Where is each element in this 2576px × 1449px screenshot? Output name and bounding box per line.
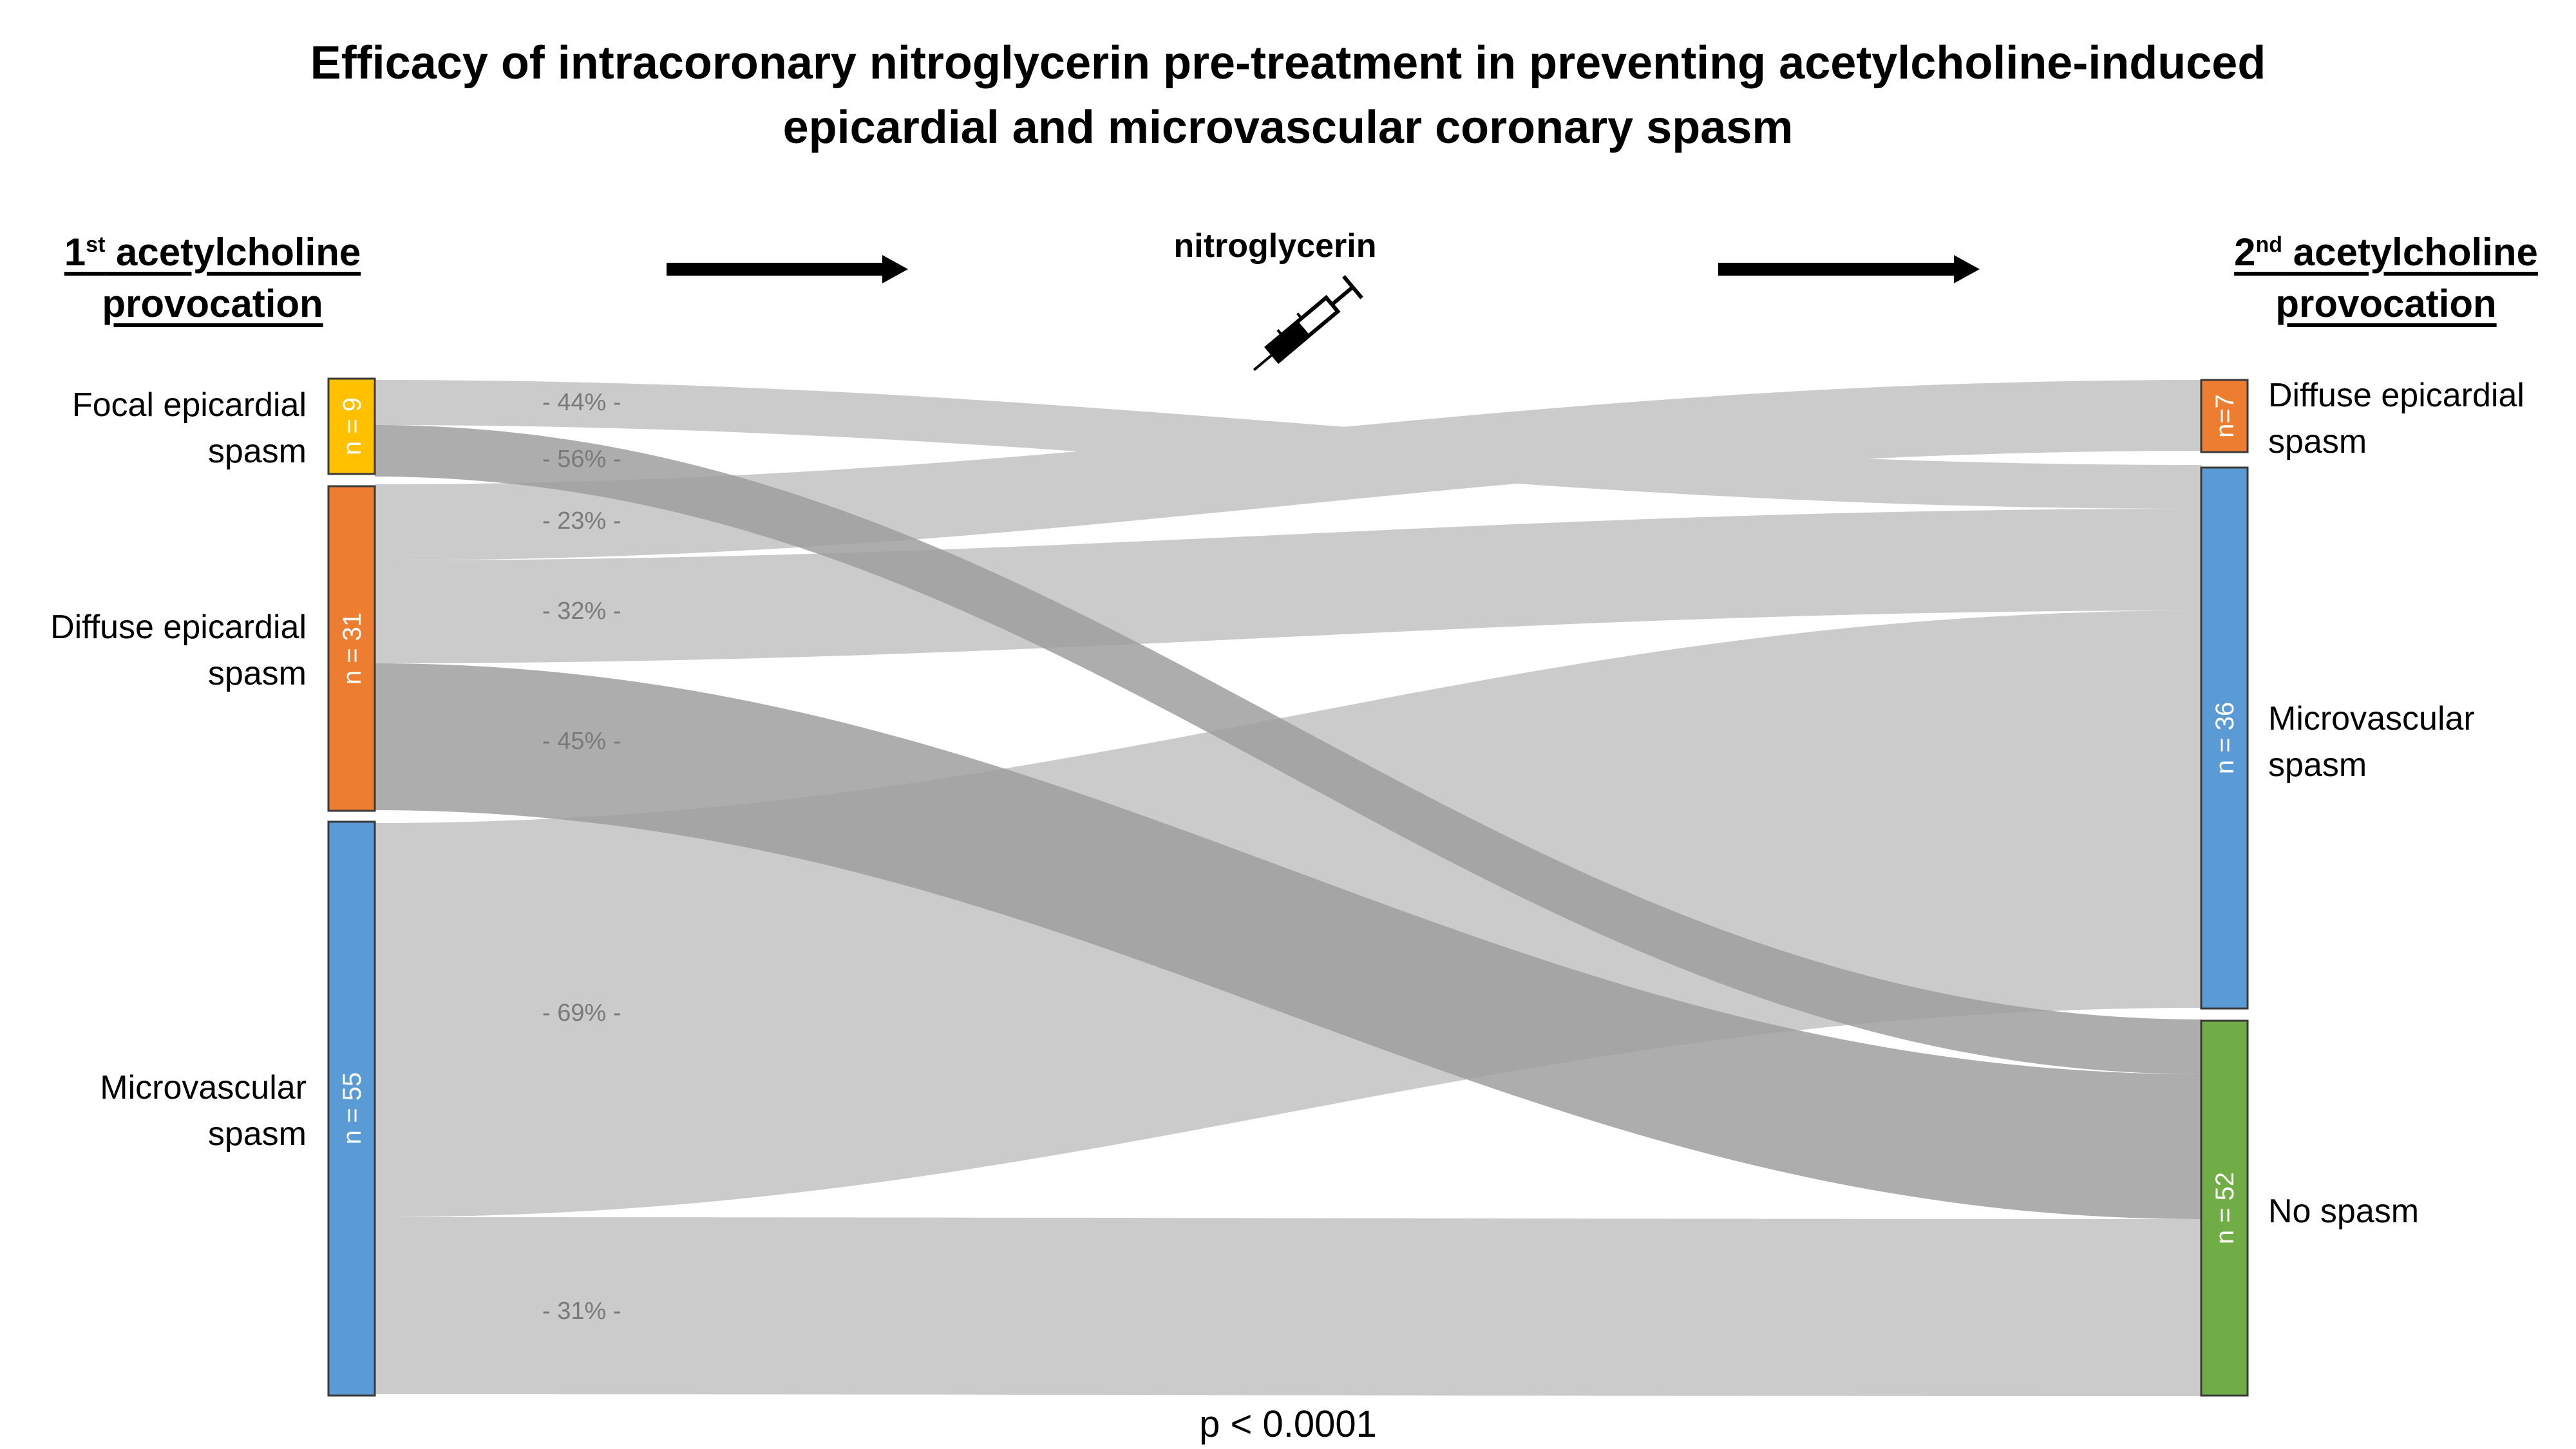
node-count-diffuse-right: n=7	[2211, 394, 2239, 438]
flows	[375, 380, 2201, 1396]
flow-diffuse-to-microvascular	[375, 509, 2201, 663]
node-microvascular-left	[327, 820, 376, 1397]
flow-label-diffuse-microvascular: - 32% -	[542, 598, 621, 625]
left-label-focal-epicardial: Focal epicardial spasm	[71, 386, 307, 470]
title-line-1: Efficacy of intracoronary nitroglycerin …	[310, 37, 2266, 89]
right-arrow-icon	[667, 255, 908, 283]
flow-label-diffuse-diffuse: - 23% -	[542, 507, 621, 535]
flow-label-diffuse-nospasm: - 45% -	[542, 728, 621, 755]
flow-label-microvascular-microvascular: - 69% -	[542, 999, 621, 1027]
flow-focal-to-nospasm	[375, 425, 2201, 1074]
right-nodes: n=7 n = 36 n = 52	[2200, 379, 2249, 1397]
right-arrow-icon	[1718, 255, 1980, 283]
right-label-microvascular: Microvascular spasm	[2268, 700, 2475, 784]
nitroglycerin-label: nitroglycerin	[1173, 227, 1377, 265]
node-diffuse-epicardial-right	[2200, 379, 2249, 453]
node-microvascular-right	[2200, 466, 2249, 1010]
node-no-spasm	[2200, 1019, 2249, 1397]
p-value: p < 0.0001	[1199, 1403, 1377, 1445]
right-label-no-spasm: No spasm	[2268, 1193, 2420, 1230]
left-label-diffuse-epicardial: Diffuse epicardial spasm	[50, 609, 307, 692]
node-count-no-spasm: n = 52	[2211, 1172, 2239, 1244]
node-count-microvascular-right: n = 36	[2211, 702, 2239, 774]
chart-title: Efficacy of intracoronary nitroglycerin …	[0, 31, 2576, 160]
node-count-microvascular-left: n = 55	[338, 1072, 366, 1144]
node-count-diffuse: n = 31	[338, 612, 366, 685]
right-column-header: 2nd acetylcholine provocation	[2234, 231, 2538, 325]
flow-microvascular-to-nospasm	[375, 1217, 2201, 1396]
flow-label-microvascular-nospasm: - 31% -	[542, 1298, 621, 1325]
left-nodes: n = 9 n = 31 n = 55	[327, 377, 376, 1397]
title-line-2: epicardial and microvascular coronary sp…	[782, 102, 1794, 153]
node-count-focal: n = 9	[338, 397, 366, 455]
left-label-microvascular: Microvascular spasm	[100, 1069, 307, 1153]
flow-label-focal-nospasm: - 56% -	[542, 446, 621, 473]
flow-focal-to-microvascular	[375, 380, 2201, 509]
flow-label-focal-microvascular: - 44% -	[542, 389, 621, 416]
left-column-header: 1st acetylcholine provocation	[64, 231, 361, 325]
flow-diffuse-to-nospasm	[375, 663, 2201, 1219]
node-diffuse-epicardial	[327, 485, 376, 812]
right-label-diffuse-epicardial: Diffuse epicardial spasm	[2268, 377, 2524, 460]
syringe-icon	[1253, 275, 1363, 371]
node-focal-epicardial	[327, 377, 376, 475]
